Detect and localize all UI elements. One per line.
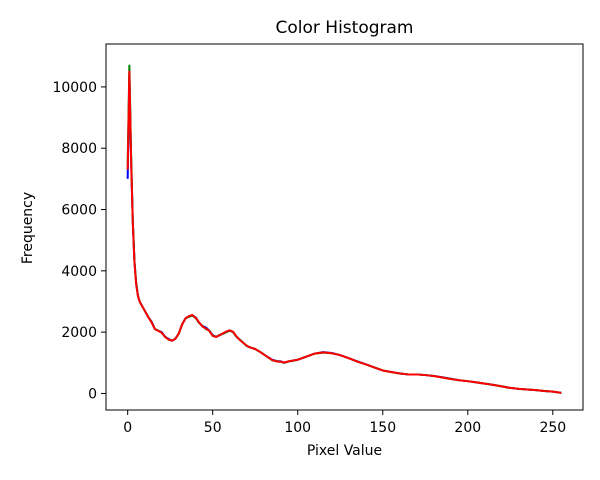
y-axis-label: Frequency	[20, 192, 36, 264]
y-tick-label: 4000	[61, 264, 97, 280]
y-tick-label: 10000	[52, 80, 97, 96]
y-tick-label: 0	[88, 386, 97, 402]
series-line-red	[126, 70, 562, 394]
x-tick-label: 0	[123, 420, 132, 436]
x-tick-label: 50	[204, 420, 222, 436]
axes-layer: 0 50 100 150 200 250 0 2000 4000 6000 8000 10000	[52, 43, 584, 436]
x-axis-label: Pixel Value	[307, 443, 382, 459]
x-tick-label: 200	[454, 420, 481, 436]
y-tick-label: 8000	[61, 141, 97, 157]
chart-title: Color Histogram	[276, 18, 414, 38]
x-tick-label: 250	[539, 420, 566, 436]
y-tick-label: 6000	[61, 203, 97, 219]
plot-frame	[105, 43, 584, 411]
x-tick-label: 150	[369, 420, 396, 436]
x-tick-label: 100	[284, 420, 311, 436]
y-tick-label: 2000	[61, 325, 97, 341]
series-layer	[126, 64, 562, 394]
